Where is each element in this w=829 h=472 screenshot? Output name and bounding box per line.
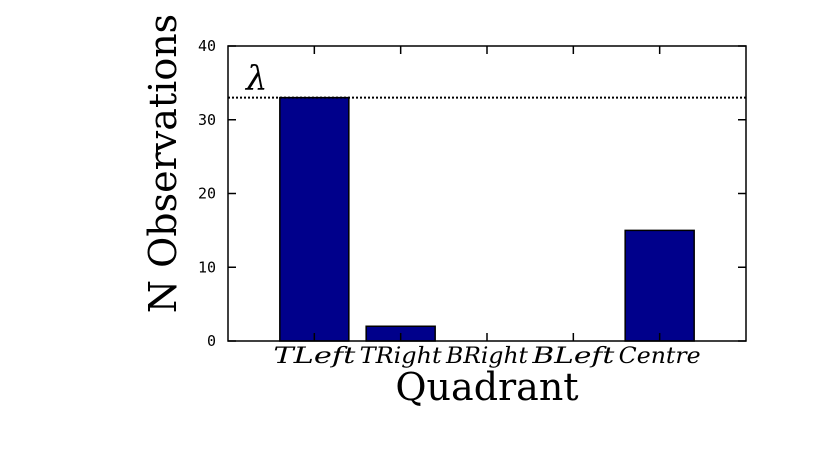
x-tick-label-tright: TRight <box>360 344 442 369</box>
lambda-label: λ <box>244 59 268 99</box>
x-axis-label: Quadrant <box>395 365 578 409</box>
y-tick-label-40: 40 <box>198 37 216 55</box>
y-tick-label-20: 20 <box>198 185 216 203</box>
y-tick-label-0: 0 <box>207 332 216 350</box>
bar-tleft <box>279 96 350 342</box>
bar-centre <box>624 229 695 342</box>
x-tick-label-bright: BRight <box>445 344 528 369</box>
x-tick-label-centre: Centre <box>619 344 701 369</box>
x-tick-label-tleft: TLeft <box>273 344 355 369</box>
y-tick-label-10: 10 <box>198 258 216 276</box>
x-tick-label-bleft: BLeft <box>531 344 615 369</box>
plot-frame <box>227 45 747 342</box>
x-ticks-group: TLeft TRight BRight BLeft Centre <box>273 46 701 369</box>
y-ticks-group: 0 10 20 30 40 <box>198 37 746 350</box>
bars-group <box>279 96 695 342</box>
y-axis-label: N Observations <box>141 14 185 313</box>
y-tick-label-30: 30 <box>198 111 216 129</box>
